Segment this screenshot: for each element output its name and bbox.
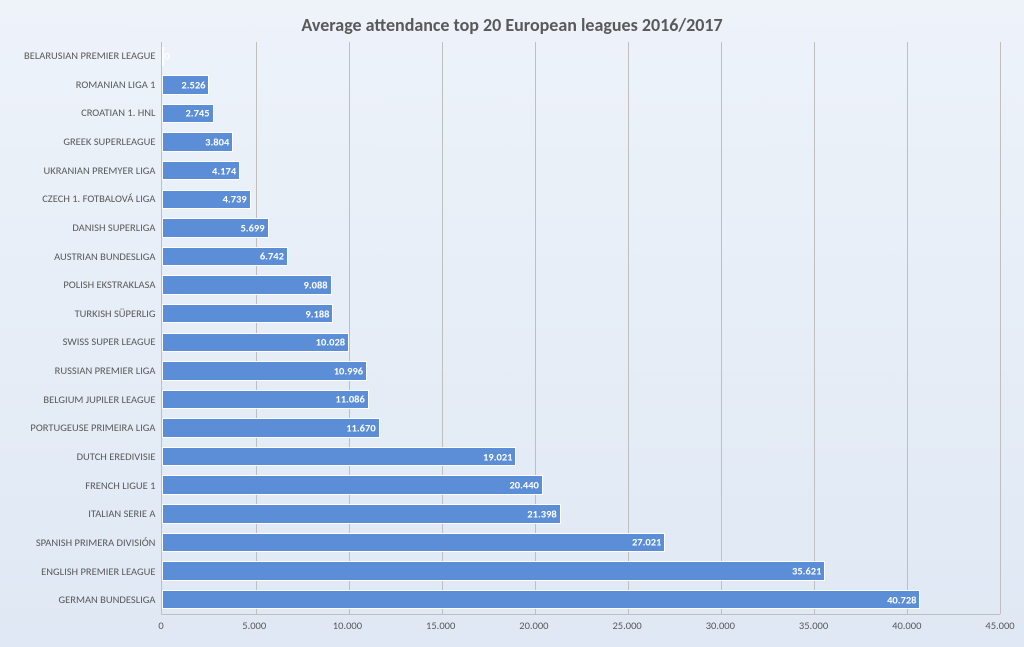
y-tick-label: RUSSIAN PREMIER LIGA <box>24 366 155 377</box>
bar-row: 4.739 <box>162 190 1000 209</box>
chart-container: Average attendance top 20 European leagu… <box>0 0 1024 647</box>
data-label: 6.742 <box>260 250 284 263</box>
y-tick-label: SWISS SUPER LEAGUE <box>24 337 155 348</box>
bar-row: 10.996 <box>162 361 1000 380</box>
data-label: 21.398 <box>527 507 556 520</box>
data-label: 27.021 <box>632 536 661 549</box>
grid-line <box>1000 42 1001 614</box>
x-tick-label: 15.000 <box>426 619 455 632</box>
y-tick-label: CROATIAN 1. HNL <box>24 108 155 119</box>
x-tick-label: 10.000 <box>333 619 362 632</box>
bar-row: 0 <box>162 47 1000 66</box>
y-tick-label: GERMAN BUNDESLIGA <box>24 595 155 606</box>
bar-row: 19.021 <box>162 447 1000 466</box>
bars-layer: 0 2.526 2.745 3.804 4.174 4.739 5.699 6.742 9.08… <box>162 42 1000 614</box>
y-tick-label: UKRANIAN PREMYER LIGA <box>24 166 155 177</box>
y-tick-label: POLISH EKSTRAKLASA <box>24 280 155 291</box>
data-label: 19.021 <box>483 450 512 463</box>
bar-row: 40.728 <box>162 590 1000 609</box>
y-tick-label: TURKISH SÜPERLIG <box>24 309 155 320</box>
bar-row: 21.398 <box>162 504 1000 523</box>
bar-row: 20.440 <box>162 475 1000 494</box>
plot-area: 0 2.526 2.745 3.804 4.174 4.739 5.699 6.742 9.08… <box>161 42 1000 615</box>
y-tick-label: GREEK SUPERLEAGUE <box>24 137 155 148</box>
data-label: 5.699 <box>240 221 264 234</box>
x-tick-label: 25.000 <box>612 619 641 632</box>
bar-row: 35.621 <box>162 561 1000 580</box>
y-tick-label: AUSTRIAN BUNDESLIGA <box>24 252 155 263</box>
data-label: 2.745 <box>185 107 209 120</box>
y-tick-label: SPANISH PRIMERA DIVISIÓN <box>24 538 155 549</box>
y-tick-label: DANISH SUPERLIGA <box>24 223 155 234</box>
y-tick-label: BELGIUM JUPILER LEAGUE <box>24 395 155 406</box>
x-tick-label: 35.000 <box>799 619 828 632</box>
y-tick-label: DUTCH EREDIVISIE <box>24 452 155 463</box>
bar <box>162 590 920 609</box>
y-tick-label: ROMANIAN LIGA 1 <box>24 80 155 91</box>
x-axis: 0 5.000 10.000 15.000 20.000 25.000 30.000 35.0… <box>24 619 1000 637</box>
x-tick-label: 30.000 <box>706 619 735 632</box>
bar-row: 11.086 <box>162 390 1000 409</box>
bar-row: 4.174 <box>162 161 1000 180</box>
data-label: 35.621 <box>792 564 821 577</box>
bar-row: 9.188 <box>162 304 1000 323</box>
bar <box>162 475 542 494</box>
x-tick-label: 45.000 <box>985 619 1014 632</box>
data-label: 40.728 <box>887 593 916 606</box>
x-axis-spacer <box>24 619 161 637</box>
data-label: 10.996 <box>334 364 363 377</box>
data-label: 0 <box>164 50 169 63</box>
bar <box>162 561 825 580</box>
bar-row: 6.742 <box>162 247 1000 266</box>
x-tick-label: 20.000 <box>519 619 548 632</box>
data-label: 9.188 <box>305 307 329 320</box>
data-label: 3.804 <box>205 136 229 149</box>
y-tick-label: ITALIAN SERIE A <box>24 509 155 520</box>
chart-title: Average attendance top 20 European leagu… <box>24 14 1000 36</box>
y-tick-label: CZECH 1. FOTBALOVÁ LIGA <box>24 194 155 205</box>
data-label: 4.174 <box>212 164 236 177</box>
y-tick-label: BELARUSIAN PREMIER LEAGUE <box>24 51 155 62</box>
y-tick-label: FRENCH LIGUE 1 <box>24 481 155 492</box>
bar-row: 10.028 <box>162 333 1000 352</box>
y-tick-label: ENGLISH PREMIER LEAGUE <box>24 567 155 578</box>
data-label: 20.440 <box>509 479 538 492</box>
data-label: 11.086 <box>335 393 364 406</box>
data-label: 4.739 <box>223 193 247 206</box>
bar-row: 27.021 <box>162 533 1000 552</box>
data-label: 2.526 <box>181 78 205 91</box>
bar-row: 5.699 <box>162 218 1000 237</box>
x-axis-ticks: 0 5.000 10.000 15.000 20.000 25.000 30.000 35.0… <box>161 619 1000 637</box>
bar <box>162 533 665 552</box>
plot-row: BELARUSIAN PREMIER LEAGUE ROMANIAN LIGA 1… <box>24 42 1000 615</box>
bar-row: 11.670 <box>162 418 1000 437</box>
bar <box>162 504 560 523</box>
bar-row: 2.526 <box>162 75 1000 94</box>
bar-row: 3.804 <box>162 132 1000 151</box>
bar <box>162 447 516 466</box>
x-tick-label: 40.000 <box>892 619 921 632</box>
x-tick-label: 5.000 <box>242 619 266 632</box>
data-label: 10.028 <box>316 336 345 349</box>
y-axis-labels: BELARUSIAN PREMIER LEAGUE ROMANIAN LIGA 1… <box>24 42 161 615</box>
x-tick-label: 0 <box>158 619 163 632</box>
data-label: 11.670 <box>346 422 375 435</box>
data-label: 9.088 <box>304 279 328 292</box>
y-tick-label: PORTUGEUSE PRIMEIRA LIGA <box>24 423 155 434</box>
bar-row: 2.745 <box>162 104 1000 123</box>
bar-row: 9.088 <box>162 275 1000 294</box>
